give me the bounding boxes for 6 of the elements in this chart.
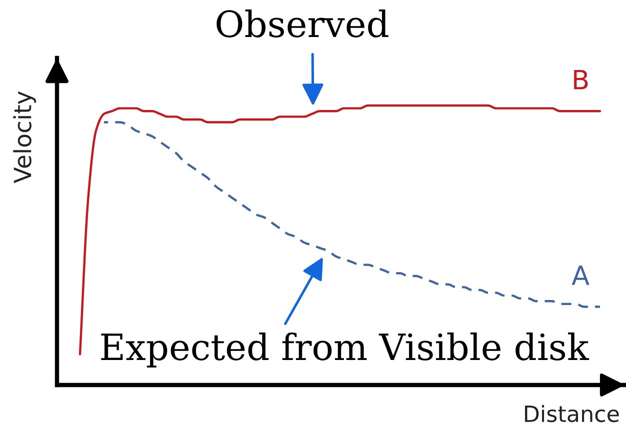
series-label: A <box>572 266 590 285</box>
y-axis-title: Velocity <box>13 91 36 184</box>
x-axis-title: Distance <box>525 405 619 422</box>
text: Observed <box>216 10 388 38</box>
series-label: B <box>574 70 588 90</box>
annotation: Expected from Visible disk <box>101 332 590 368</box>
